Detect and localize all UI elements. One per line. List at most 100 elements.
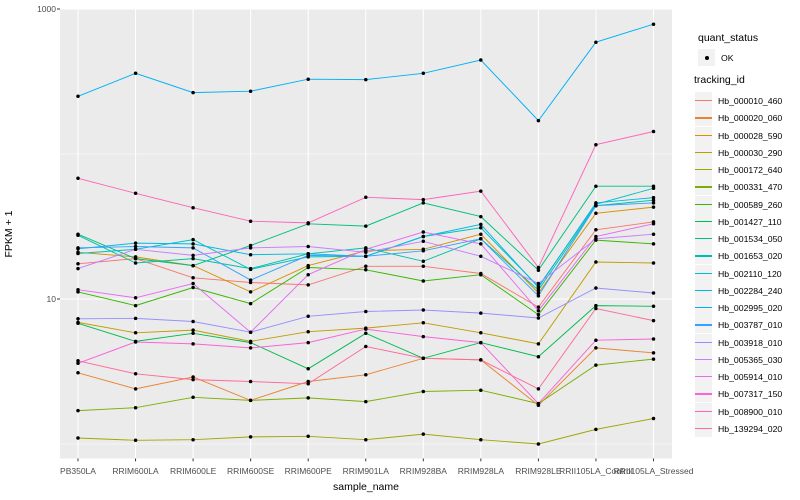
- color-line-icon: [695, 307, 712, 309]
- color-line-icon: [695, 410, 712, 412]
- color-line-icon: [695, 324, 712, 326]
- data-point: [191, 437, 195, 442]
- line-swatch-icon: [695, 109, 712, 127]
- x-tick-label: RRIM928LA: [457, 466, 504, 476]
- data-point: [364, 247, 368, 252]
- legend-item-ok: OK: [698, 49, 798, 66]
- data-point: [76, 176, 80, 181]
- legend-item-Hb_000030_290: Hb_000030_290: [695, 143, 799, 161]
- legend-item-Hb_000028_590: Hb_000028_590: [695, 126, 799, 144]
- data-point: [536, 354, 541, 359]
- data-point: [421, 264, 426, 269]
- data-point: [191, 242, 195, 246]
- data-point: [651, 222, 656, 226]
- data-point: [536, 442, 541, 446]
- data-point: [133, 372, 138, 376]
- data-point: [479, 437, 483, 442]
- data-point: [651, 186, 656, 191]
- data-point: [651, 337, 656, 341]
- data-point: [421, 249, 426, 253]
- data-point: [306, 283, 310, 287]
- data-point: [191, 281, 195, 286]
- color-line-icon: [695, 117, 712, 119]
- data-point: [536, 401, 541, 406]
- data-point: [479, 254, 483, 259]
- data-point: [248, 346, 253, 350]
- data-point: [594, 363, 598, 367]
- line-swatch-icon: [695, 143, 712, 161]
- data-point: [594, 203, 598, 208]
- data-point: [76, 262, 80, 266]
- color-line-icon: [695, 427, 712, 430]
- x-tick-label: RRIM600SE: [227, 466, 275, 476]
- data-point: [479, 388, 483, 392]
- legend-item-label: Hb_003918_010: [718, 337, 783, 348]
- data-point: [248, 252, 253, 257]
- data-point: [306, 329, 310, 334]
- data-point: [133, 247, 138, 252]
- legend-item-label: Hb_000020_060: [718, 113, 783, 124]
- data-point: [191, 253, 195, 258]
- data-point: [536, 305, 541, 309]
- y-tick-label: 10: [46, 294, 56, 304]
- data-point: [248, 340, 253, 345]
- legend-item-Hb_139294_020: Hb_139294_020: [695, 419, 799, 437]
- data-point: [306, 272, 310, 277]
- data-point: [536, 294, 541, 298]
- legend-item-Hb_005914_010: Hb_005914_010: [695, 368, 799, 385]
- data-point: [594, 303, 598, 308]
- data-point: [421, 71, 426, 76]
- data-point: [248, 435, 253, 439]
- line-swatch-icon: [695, 212, 712, 230]
- data-point: [191, 331, 195, 336]
- data-point: [191, 328, 195, 332]
- data-point: [306, 77, 310, 81]
- data-point: [421, 334, 426, 339]
- data-point: [651, 304, 656, 309]
- data-point: [191, 319, 195, 324]
- color-line-icon: [695, 220, 712, 223]
- data-point: [248, 246, 253, 250]
- data-point: [364, 264, 368, 269]
- data-point: [594, 234, 598, 239]
- data-point: [191, 377, 195, 382]
- line-swatch-icon: [695, 230, 712, 247]
- ok-point-key-icon: [698, 49, 715, 66]
- legend-item-Hb_000331_470: Hb_000331_470: [695, 178, 799, 196]
- data-point: [133, 256, 138, 261]
- data-point: [248, 280, 253, 285]
- data-point: [594, 427, 598, 432]
- data-point: [651, 357, 656, 361]
- data-point: [421, 308, 426, 312]
- legend-item-Hb_003918_010: Hb_003918_010: [695, 333, 799, 351]
- x-tick-label: RRIM928LE: [515, 466, 562, 476]
- data-point: [651, 351, 656, 355]
- data-point: [364, 344, 368, 349]
- data-point: [76, 359, 80, 363]
- color-line-icon: [695, 151, 712, 154]
- data-point: [133, 303, 138, 308]
- line-swatch-icon: [695, 402, 712, 420]
- legend-title-quant-status: quant_status: [698, 32, 759, 44]
- data-point: [651, 242, 656, 246]
- legend-item-Hb_000020_060: Hb_000020_060: [695, 109, 799, 127]
- data-point: [364, 399, 368, 404]
- data-point: [594, 286, 598, 290]
- color-line-icon: [695, 272, 712, 274]
- data-point: [479, 358, 483, 362]
- color-line-icon: [695, 376, 712, 378]
- legend-item-label: Hb_003787_010: [718, 320, 783, 331]
- line-swatch-icon: [695, 161, 712, 178]
- data-point: [651, 22, 656, 26]
- data-point: [191, 342, 195, 346]
- data-point: [76, 266, 80, 271]
- data-point: [248, 301, 253, 306]
- line-swatch-icon: [695, 419, 712, 437]
- data-point: [421, 201, 426, 205]
- data-point: [306, 253, 310, 258]
- data-point: [594, 228, 598, 232]
- data-point: [536, 387, 541, 391]
- data-point: [76, 246, 80, 250]
- x-tick-label: RRII105LA_Stressed: [613, 466, 694, 476]
- data-point: [248, 267, 253, 272]
